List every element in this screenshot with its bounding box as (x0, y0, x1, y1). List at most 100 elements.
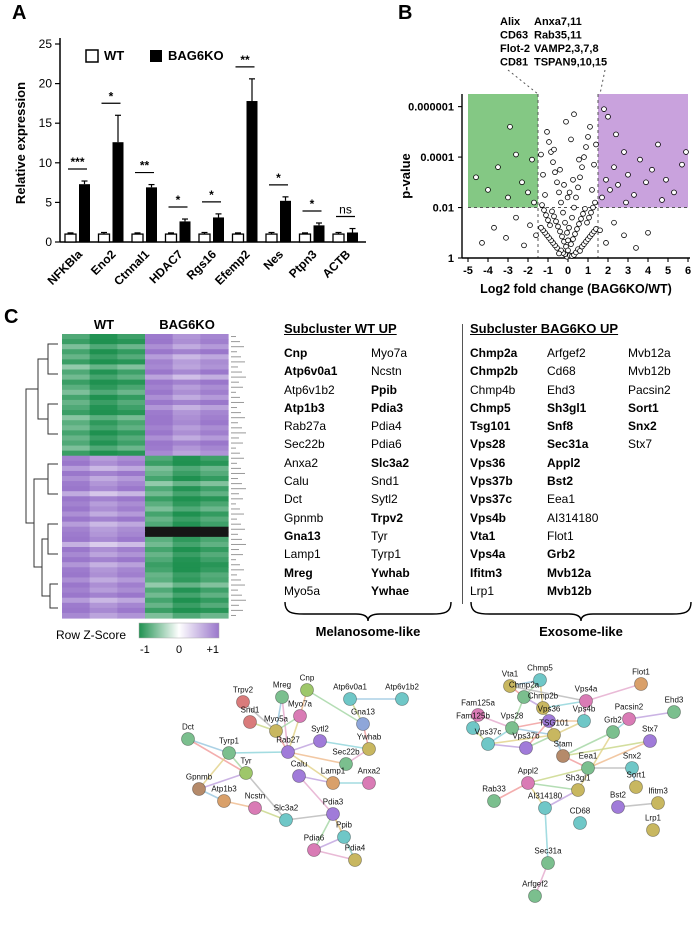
network-node-label: Fam125b (456, 712, 490, 721)
x-tick-label: 5 (665, 265, 671, 277)
scatter-point (588, 209, 594, 216)
heatmap-cell (89, 511, 118, 518)
heatmap-cell (172, 415, 201, 421)
gene-list-item: Slc3a2 (371, 455, 410, 470)
heatmap-cell (172, 577, 201, 584)
network-node (577, 714, 591, 728)
heatmap-cell (62, 592, 91, 599)
heatmap-cell (172, 547, 201, 553)
heatmap-cell (172, 364, 201, 371)
network-node-label: Anxa2 (358, 767, 381, 776)
scatter-point (527, 222, 533, 229)
gene-list-item: Arfgef2 (547, 346, 586, 360)
heatmap-cell (62, 491, 91, 497)
scatter-point (538, 151, 544, 158)
heatmap-cell (62, 572, 91, 579)
subcluster-wt-column-1: Cnp Atp6v0a1 Atp6v1b2 Atp1b3 Rab27a Sec22b Anx… (284, 344, 370, 600)
network-node-label: TSG101 (539, 719, 569, 728)
heatmap-cell (200, 562, 229, 568)
bar-bag6ko (112, 142, 124, 242)
heatmap-cell (117, 430, 146, 437)
bar-wt (332, 233, 345, 243)
heatmap-cell (200, 410, 229, 416)
heatmap-cell (89, 405, 118, 411)
heatmap-cell (172, 592, 201, 599)
heatmap-cell (62, 460, 91, 467)
subcluster-ko-column-2: Arfgef2 Cd68 Ehd3 Sh3gl1 Snf8 Sec31a Appl2 Bst2… (547, 344, 626, 600)
bar-bag6ko (179, 221, 191, 242)
network-node-label: Vps4a (575, 685, 598, 694)
heatmap-cell (145, 516, 174, 523)
heatmap-cell (145, 420, 174, 426)
heatmap-cell (172, 349, 201, 355)
gene-tick-label: Efemp2 (212, 247, 253, 288)
heatmap-cell (200, 399, 229, 406)
heatmap-cell (89, 359, 118, 366)
heatmap-cell (172, 445, 201, 452)
heatmap-cell (172, 354, 201, 360)
heatmap-cell (62, 481, 91, 487)
heatmap-cell (117, 531, 146, 538)
heatmap-cell (145, 587, 174, 594)
heatmap-cell (117, 410, 146, 416)
network-edge (287, 751, 334, 784)
heatmap-cell (145, 541, 174, 548)
gene-list-item: Snf8 (547, 419, 574, 434)
heatmap-cell (89, 562, 118, 568)
scatter-point (544, 129, 550, 135)
scatter-point (643, 179, 649, 186)
sig-label: ns (339, 203, 352, 217)
gene-list-item: Sec31a (547, 437, 589, 452)
heatmap-cell (62, 415, 91, 421)
heatmap-cell (200, 577, 229, 584)
heatmap-cell (117, 420, 146, 426)
heatmap-cell (145, 405, 174, 411)
heatmap-cell (200, 567, 229, 573)
scatter-point (557, 166, 563, 173)
exosome-brace (470, 601, 692, 622)
heatmap-cell (89, 496, 118, 502)
network-node (339, 757, 353, 771)
scatter-point (597, 227, 603, 234)
legend-swatch-bag6ko (150, 50, 162, 62)
heatmap-cell (172, 425, 201, 431)
network-node (292, 769, 306, 783)
heatmap-cell (117, 552, 146, 558)
heatmap-cell (145, 334, 174, 340)
heatmap-cell (172, 552, 201, 558)
scatter-point (533, 232, 539, 239)
heatmap-cell (89, 334, 118, 340)
heatmap-cell (117, 339, 146, 345)
scatter-point (603, 176, 609, 183)
network-edge (511, 727, 555, 736)
y-tick-label: 0.01 (433, 203, 454, 215)
scatter-point (550, 159, 556, 165)
scatter-point (579, 164, 585, 170)
subcluster-ko-column-3: Mvb12a Mvb12b Pacsin2 Sort1 Snx2 Stx7 (628, 344, 694, 454)
heatmap-cell (145, 445, 174, 452)
network-edge (298, 775, 334, 815)
heatmap-cell (145, 374, 174, 381)
scatter-point (649, 166, 655, 173)
heatmap-cell (62, 354, 91, 360)
network-node-label: Snd1 (241, 706, 260, 715)
network-edge (319, 740, 370, 750)
heatmap-cell (89, 410, 118, 416)
gene-list-item: Vta1 (470, 528, 496, 543)
heatmap-cell (117, 506, 146, 513)
heatmap-cell (117, 572, 146, 579)
scatter-point (561, 182, 567, 188)
bar-wt (131, 233, 144, 243)
heatmap-cell (145, 399, 174, 406)
network-edge (527, 767, 589, 784)
heatmap-cell (62, 567, 91, 573)
network-node-label: Myo7a (288, 700, 313, 709)
heatmap-cell (89, 435, 118, 442)
gene-list-item: Vps28 (470, 437, 506, 452)
heatmap-cell (145, 344, 174, 350)
heatmap-cell (62, 369, 91, 376)
scatter-point (605, 113, 611, 120)
heatmap-cell (145, 572, 174, 579)
network-edge (585, 683, 642, 702)
network-node (503, 679, 517, 693)
